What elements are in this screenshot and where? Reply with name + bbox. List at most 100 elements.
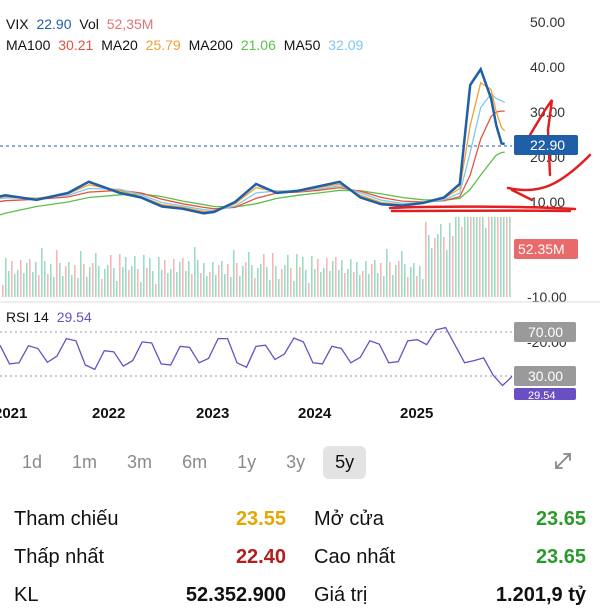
volume-bar — [239, 276, 241, 297]
volume-bar — [329, 271, 331, 297]
rsi-30-badge — [514, 366, 576, 386]
stat-value: 52.352.900 — [185, 583, 286, 606]
volume-bar — [437, 234, 439, 297]
volume-bar — [326, 258, 328, 297]
volume-bar — [383, 276, 385, 297]
x-tick: 2021 — [0, 405, 27, 422]
volume-bar — [332, 261, 334, 297]
stat-value: 1.201,9 tỷ — [495, 583, 586, 606]
volume-bar — [317, 259, 319, 297]
volume-bar — [80, 251, 82, 297]
price-chart[interactable]: VIX 22.90 Vol 52,35M MA100 30.21 MA20 25… — [0, 0, 600, 430]
stat-value: 23.55 — [235, 507, 286, 530]
rsi-value-badge — [514, 388, 576, 400]
volume-bar — [89, 267, 91, 297]
volume-bar — [47, 274, 49, 297]
timeframe-3m[interactable]: 3m — [127, 451, 153, 472]
timeframe-1m[interactable]: 1m — [72, 451, 98, 472]
volume-bar — [266, 267, 268, 297]
volume-bar — [461, 227, 463, 297]
volume-bar — [158, 257, 160, 297]
stats-row: Thấp nhất 22.40 Cao nhất 23.65 — [0, 538, 600, 576]
volume-bars — [2, 217, 511, 297]
timeframe-1d[interactable]: 1d — [22, 451, 43, 472]
legend-vol-value: 52,35M — [107, 16, 154, 32]
volume-bar — [245, 262, 247, 297]
timeframe-5y[interactable]: 5y — [323, 445, 367, 479]
volume-bar — [410, 267, 412, 297]
volume-bar — [116, 281, 118, 297]
volume-bar — [278, 279, 280, 297]
volume-bar — [479, 217, 481, 297]
timeframe-3y[interactable]: 3y — [286, 451, 306, 472]
stat-volume: KL 52.352.900 — [14, 583, 286, 606]
volume-bar — [125, 257, 127, 297]
price-tick: -10.00 — [527, 289, 567, 305]
legend-ma100-label: MA100 — [6, 37, 51, 53]
volume-bar — [497, 217, 499, 297]
volume-bar — [203, 263, 205, 297]
volume-bar — [434, 238, 436, 297]
volume-bar — [455, 217, 457, 297]
volume-bar — [404, 264, 406, 297]
volume-bar — [320, 272, 322, 297]
stats-row: Tham chiếu 23.55 Mở cửa 23.65 — [0, 500, 600, 538]
volume-bar — [113, 268, 115, 297]
volume-bar — [311, 256, 313, 297]
volume-bar — [188, 261, 190, 297]
price-tick: 10.00 — [530, 194, 565, 210]
rsi-line — [0, 326, 513, 387]
volume-bar — [302, 257, 304, 297]
expand-icon[interactable] — [552, 450, 574, 477]
legend-ma100-value: 30.21 — [58, 37, 93, 53]
volume-bar — [17, 270, 19, 297]
volume-bar — [251, 265, 253, 297]
volume-bar — [218, 265, 220, 297]
volume-bar — [422, 279, 424, 297]
volume-bar — [407, 277, 409, 297]
timeframe-1y[interactable]: 1y — [237, 451, 257, 472]
legend-ma200-value: 21.06 — [241, 37, 276, 53]
volume-bar — [506, 217, 508, 297]
volume-bar — [26, 263, 28, 297]
volume-bar — [122, 267, 124, 297]
legend-vol-label: Vol — [79, 16, 98, 32]
legend-ma50-label: MA50 — [284, 37, 321, 53]
volume-bar — [71, 275, 73, 297]
series-line-ma100 — [0, 110, 505, 210]
volume-bar — [149, 258, 151, 297]
volume-bar — [392, 275, 394, 297]
volume-bar — [227, 264, 229, 297]
timeframe-6m[interactable]: 6m — [182, 451, 208, 472]
volume-bar — [374, 260, 376, 297]
volume-bar — [389, 262, 391, 297]
volume-bar — [419, 266, 421, 297]
legend-ma20-value: 25.79 — [146, 37, 181, 53]
volume-bar — [152, 271, 154, 297]
volume-bar — [338, 270, 340, 297]
volume-bar — [62, 276, 64, 297]
volume-bar — [464, 217, 466, 297]
stat-value: 23.65 — [535, 545, 586, 568]
stat-value-traded: Giá trị 1.201,9 tỷ — [314, 583, 586, 606]
volume-bar — [185, 271, 187, 297]
handwritten-annotation — [388, 99, 592, 213]
volume-bar — [380, 263, 382, 297]
volume-bar — [482, 217, 484, 297]
volume-bar — [221, 261, 223, 297]
timeframe-selector: 1d 1m 3m 6m 1y 3y 5y — [10, 440, 590, 484]
volume-bar — [107, 265, 109, 297]
volume-bar — [386, 249, 388, 297]
volume-bar — [56, 250, 58, 297]
volume-bar — [500, 217, 502, 297]
volume-bar — [8, 271, 10, 297]
stat-value: 22.40 — [235, 545, 286, 568]
stat-low: Thấp nhất 22.40 — [14, 545, 286, 568]
volume-bar — [488, 217, 490, 297]
stat-high: Cao nhất 23.65 — [314, 545, 586, 568]
volume-bar — [440, 224, 442, 297]
volume-bar — [473, 217, 475, 297]
x-tick: 2022 — [92, 405, 125, 422]
volume-bar — [443, 237, 445, 297]
volume-bar — [485, 228, 487, 297]
